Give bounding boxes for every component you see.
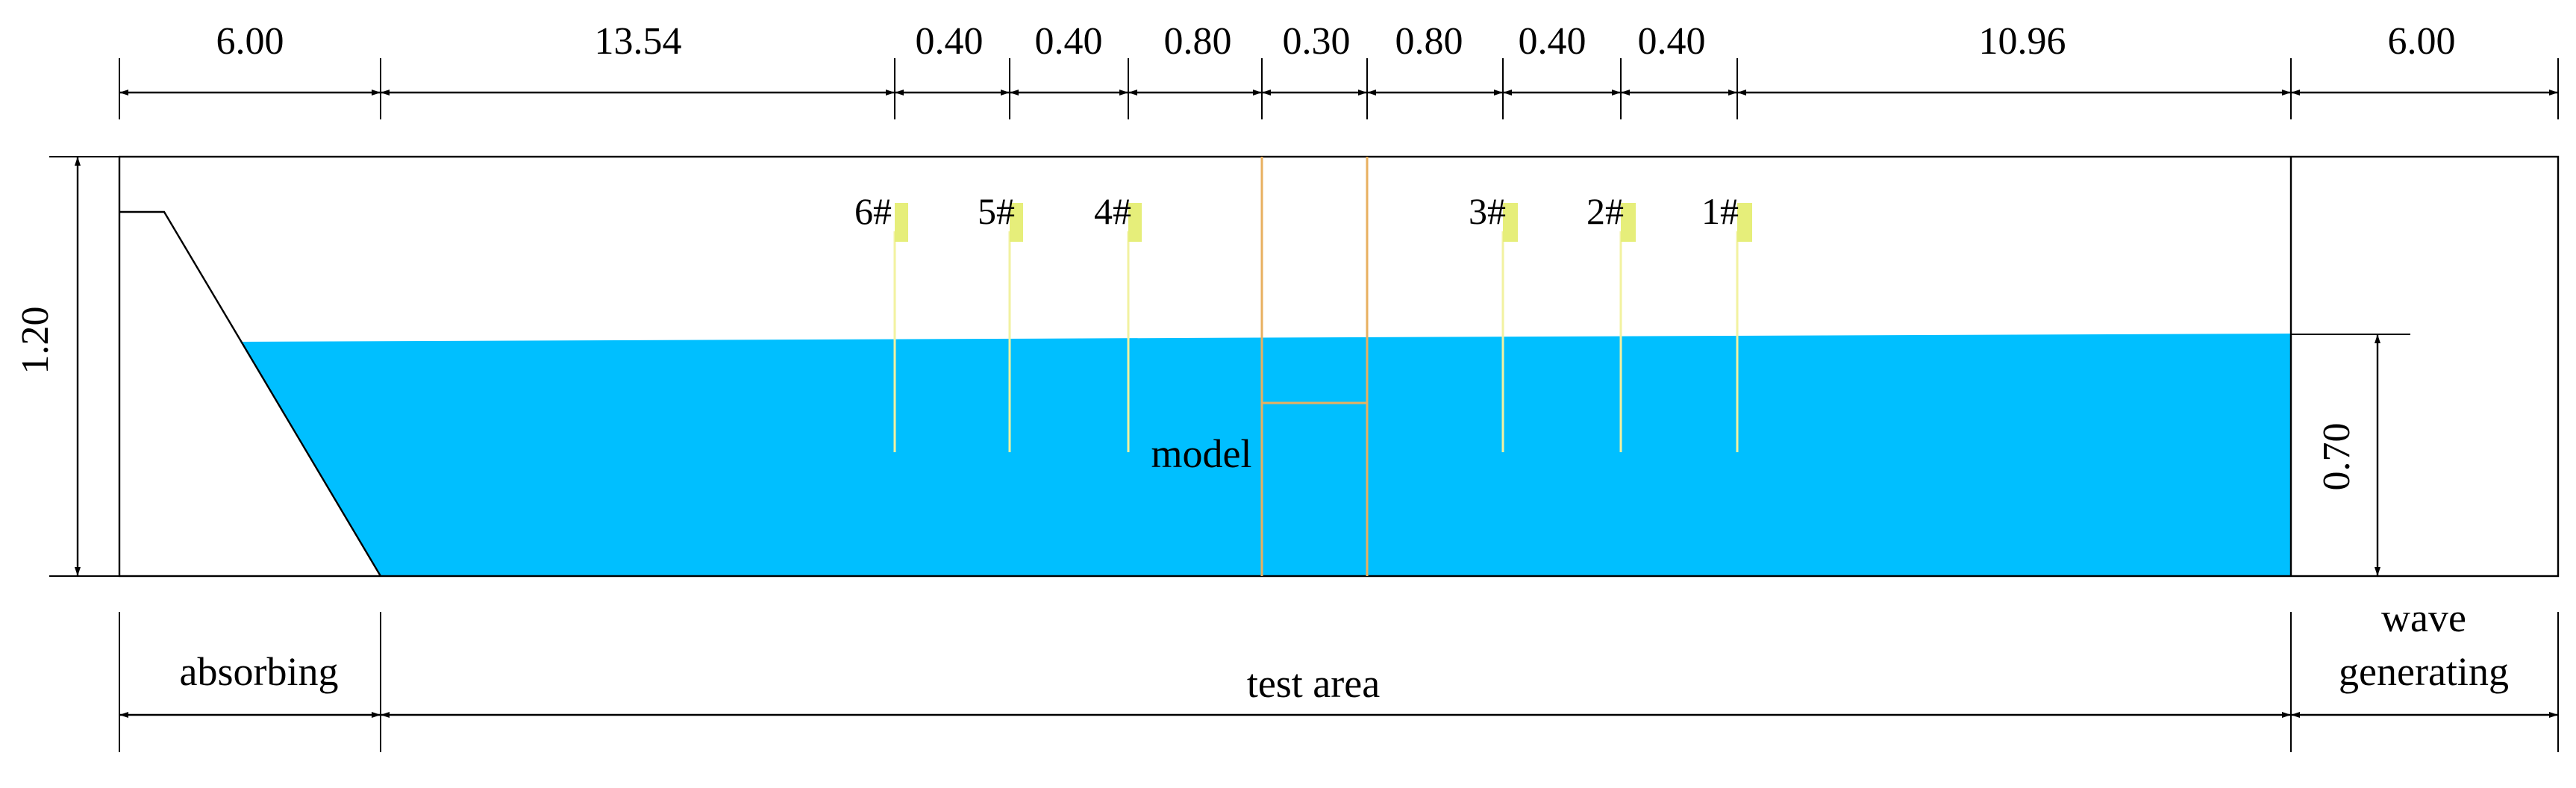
top-dimension-extension-lines	[119, 58, 2559, 119]
dimension-label: 0.40	[916, 20, 984, 63]
test-area-label: test area	[1247, 661, 1380, 706]
dimension-label: 0.40	[1035, 20, 1103, 63]
dimension-label: 0.30	[1283, 20, 1351, 63]
wave-gauge: 1#	[1701, 190, 1752, 452]
gauge-label: 2#	[1586, 190, 1624, 232]
dimension-label: 0.40	[1519, 20, 1586, 63]
model-label: model	[1151, 431, 1252, 476]
gauge-label: 5#	[978, 190, 1015, 232]
absorbing-zone-label: absorbing	[180, 649, 339, 694]
dimension-label: 13.54	[595, 20, 682, 63]
flume-outline	[118, 155, 2560, 578]
top-dimension-labels: 6.00 13.54 0.40 0.40 0.80 0.30 0.80 0.40…	[216, 20, 2456, 63]
gauge-label: 3#	[1469, 190, 1506, 232]
wave-gauge: 5#	[978, 190, 1023, 452]
dimension-label: 10.96	[1979, 20, 2066, 63]
dimension-label: 6.00	[216, 20, 284, 63]
gauge-label: 1#	[1701, 190, 1739, 232]
dimension-label: 0.40	[1638, 20, 1706, 63]
wave-gauge: 3#	[1469, 190, 1518, 452]
zone-extension-lines	[119, 612, 2559, 752]
wave-gauge: 2#	[1586, 190, 1636, 452]
height-label: 1.20	[14, 307, 57, 375]
depth-label: 0.70	[2316, 423, 2358, 491]
wave-generating-label-line1: wave	[2381, 595, 2466, 640]
height-dimension: 1.20	[14, 156, 119, 577]
wave-gauge: 4#	[1094, 190, 1142, 452]
dimension-label: 0.80	[1164, 20, 1232, 63]
water-body	[240, 334, 2291, 576]
depth-dimension: 0.70	[2291, 334, 2410, 576]
dimension-label: 0.80	[1395, 20, 1463, 63]
wave-gauge: 6#	[854, 190, 908, 452]
model	[1260, 157, 1369, 576]
gauge-label: 6#	[854, 190, 892, 232]
absorbing-slope	[119, 210, 382, 577]
gauge-label: 4#	[1094, 190, 1131, 232]
wave-generating-label-line2: generating	[2339, 649, 2509, 694]
wave-gauges: 6# 5# 4# 3# 2# 1#	[854, 190, 1752, 452]
dimension-label: 6.00	[2388, 20, 2456, 63]
